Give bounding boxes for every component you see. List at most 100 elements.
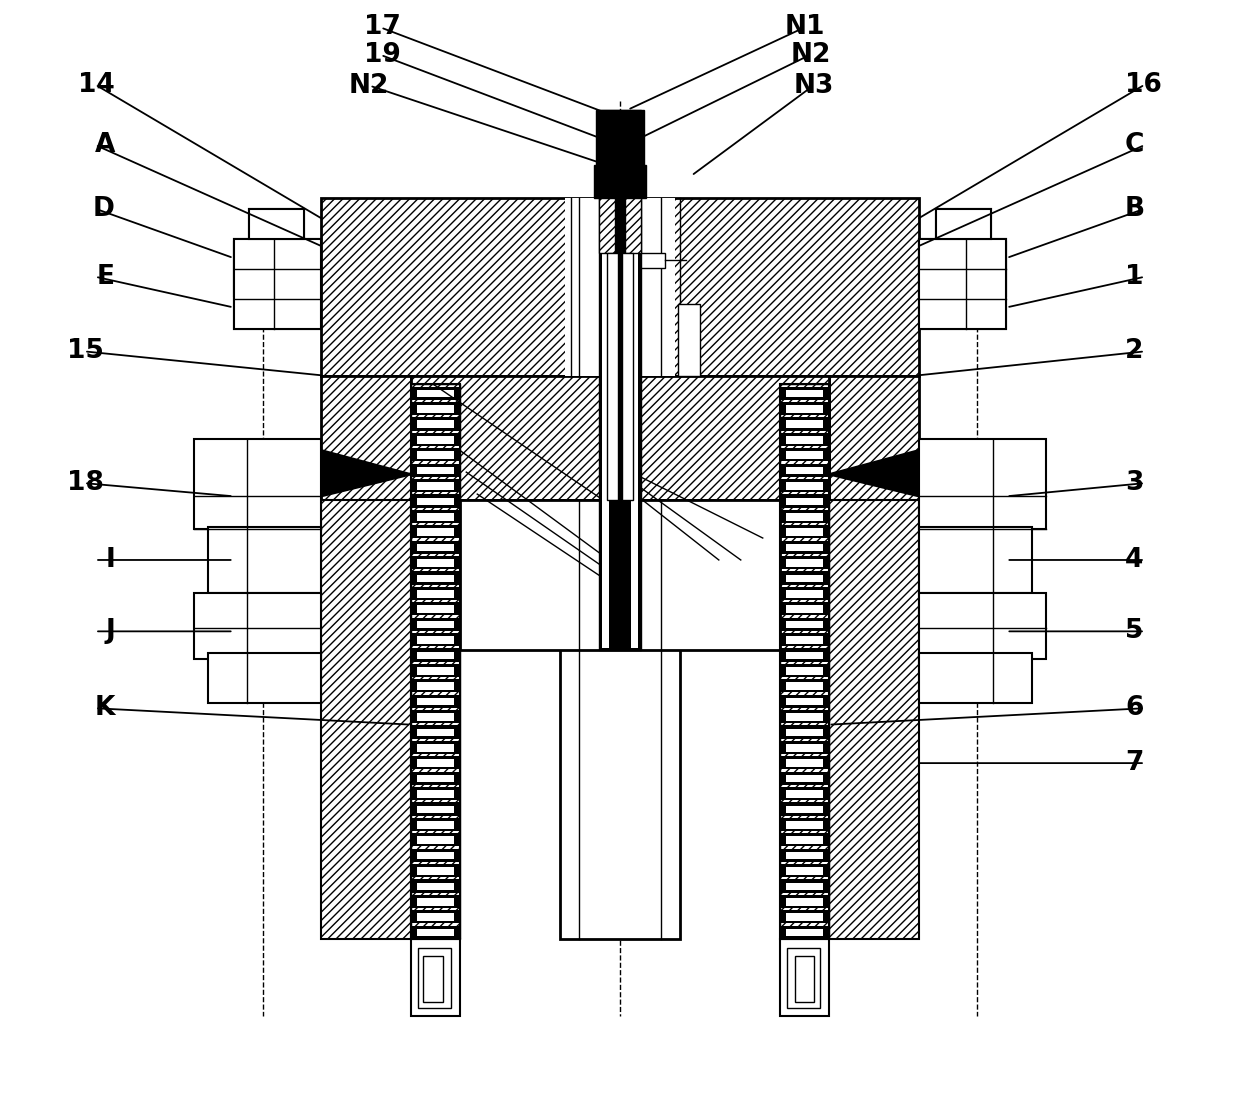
- Bar: [780, 602, 828, 615]
- Bar: [412, 376, 828, 500]
- Bar: [412, 818, 460, 831]
- Bar: [412, 926, 460, 939]
- Bar: [417, 760, 454, 768]
- Bar: [786, 713, 823, 721]
- Bar: [786, 852, 823, 860]
- Bar: [786, 421, 823, 428]
- Bar: [412, 757, 460, 770]
- Bar: [780, 402, 828, 415]
- Bar: [786, 513, 823, 520]
- Bar: [412, 433, 460, 446]
- Text: 5: 5: [1125, 618, 1143, 645]
- Bar: [417, 682, 454, 690]
- Text: E: E: [97, 264, 115, 290]
- Polygon shape: [828, 450, 919, 496]
- Bar: [417, 929, 454, 937]
- Bar: [780, 849, 828, 862]
- Bar: [786, 590, 823, 597]
- Bar: [417, 651, 454, 659]
- Bar: [786, 482, 823, 490]
- Bar: [417, 636, 454, 643]
- Bar: [780, 926, 828, 939]
- Text: 15: 15: [67, 338, 104, 365]
- Bar: [786, 651, 823, 659]
- Text: 6: 6: [1125, 695, 1143, 721]
- Bar: [786, 697, 823, 705]
- Polygon shape: [321, 450, 412, 496]
- Bar: [417, 806, 454, 814]
- Bar: [786, 929, 823, 937]
- Bar: [603, 114, 609, 648]
- Bar: [412, 586, 460, 600]
- Bar: [417, 482, 454, 490]
- Bar: [417, 513, 454, 520]
- Text: J: J: [105, 618, 115, 645]
- Bar: [417, 390, 454, 397]
- Bar: [417, 852, 454, 860]
- Bar: [417, 590, 454, 597]
- Text: 16: 16: [1125, 71, 1162, 98]
- Bar: [780, 710, 828, 724]
- Bar: [412, 634, 460, 646]
- Bar: [417, 791, 454, 798]
- Bar: [596, 110, 644, 167]
- Bar: [412, 695, 460, 708]
- Text: 14: 14: [78, 71, 115, 98]
- Bar: [919, 239, 1007, 329]
- Bar: [417, 713, 454, 721]
- Text: C: C: [1125, 132, 1145, 158]
- Bar: [606, 253, 618, 500]
- Bar: [786, 605, 823, 613]
- Bar: [780, 509, 828, 523]
- Bar: [417, 451, 454, 459]
- Bar: [780, 571, 828, 584]
- Bar: [780, 556, 828, 569]
- Bar: [786, 914, 823, 921]
- Text: N1: N1: [785, 14, 825, 41]
- Text: 1: 1: [1125, 264, 1143, 290]
- Bar: [249, 209, 304, 239]
- Bar: [412, 494, 460, 507]
- Bar: [678, 304, 701, 376]
- Text: B: B: [1125, 195, 1146, 222]
- Bar: [625, 167, 641, 253]
- Bar: [412, 664, 460, 677]
- Text: I: I: [105, 547, 115, 573]
- Bar: [780, 386, 828, 400]
- Bar: [780, 540, 828, 553]
- Bar: [412, 849, 460, 862]
- Bar: [321, 500, 412, 939]
- Bar: [412, 772, 460, 785]
- Bar: [780, 757, 828, 770]
- Bar: [786, 791, 823, 798]
- Bar: [780, 384, 828, 939]
- Bar: [412, 618, 460, 630]
- Bar: [780, 803, 828, 816]
- Bar: [786, 682, 823, 690]
- Bar: [780, 494, 828, 507]
- Bar: [641, 253, 665, 268]
- Bar: [412, 417, 460, 430]
- Bar: [417, 467, 454, 474]
- Bar: [460, 500, 780, 650]
- Text: N2: N2: [790, 42, 831, 68]
- Bar: [412, 384, 460, 939]
- Bar: [412, 556, 460, 569]
- Bar: [786, 451, 823, 459]
- Bar: [780, 680, 828, 693]
- Bar: [417, 837, 454, 844]
- Bar: [786, 390, 823, 397]
- Bar: [412, 463, 460, 477]
- Bar: [412, 741, 460, 754]
- Bar: [828, 376, 919, 500]
- Bar: [936, 209, 991, 239]
- Bar: [412, 649, 460, 661]
- Bar: [786, 883, 823, 890]
- Bar: [412, 833, 460, 847]
- Bar: [412, 726, 460, 739]
- Text: 4: 4: [1125, 547, 1143, 573]
- Bar: [919, 439, 1047, 529]
- Bar: [412, 479, 460, 492]
- Text: 18: 18: [67, 470, 104, 496]
- Bar: [417, 559, 454, 567]
